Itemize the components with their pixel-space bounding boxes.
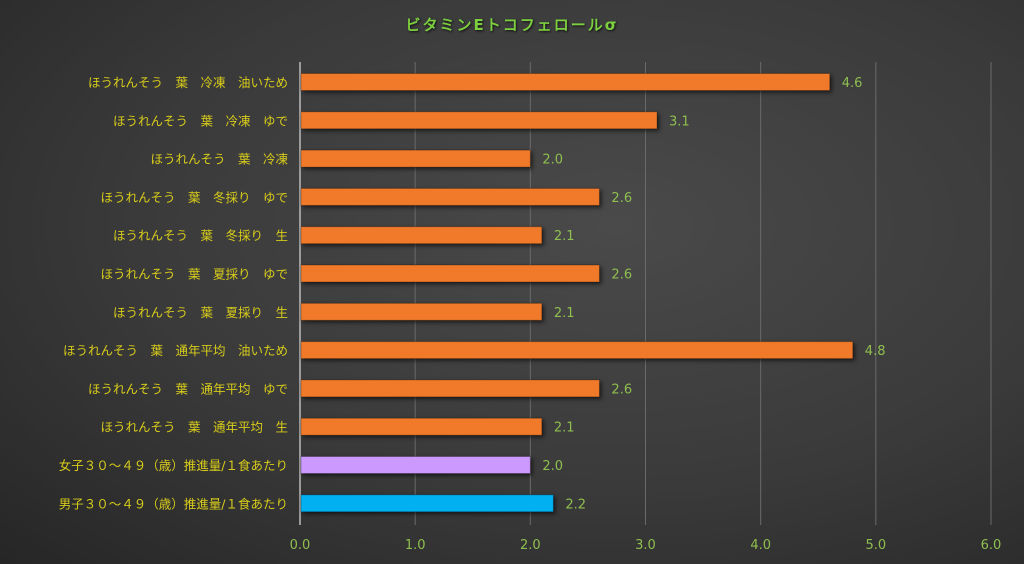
data-label: 2.1 bbox=[554, 306, 575, 321]
x-tick-label: 3.0 bbox=[635, 538, 656, 553]
category-label: ほうれんそう 葉 冷凍 油いため bbox=[88, 75, 288, 90]
category-label: ほうれんそう 葉 冬採り ゆで bbox=[100, 190, 288, 205]
x-tick-label: 6.0 bbox=[981, 538, 1002, 553]
data-label: 2.2 bbox=[565, 497, 586, 512]
category-label: ほうれんそう 葉 通年平均 ゆで bbox=[88, 381, 288, 396]
data-label: 4.8 bbox=[865, 344, 886, 359]
bar bbox=[300, 111, 658, 130]
data-label: 3.1 bbox=[669, 114, 690, 129]
data-label: 2.1 bbox=[554, 421, 575, 436]
data-label: 2.6 bbox=[611, 382, 632, 397]
x-tick-label: 2.0 bbox=[520, 538, 541, 553]
bar bbox=[300, 494, 554, 513]
bar bbox=[300, 149, 531, 168]
category-label: ほうれんそう 葉 冷凍 ゆで bbox=[113, 113, 288, 128]
x-tick-label: 0.0 bbox=[290, 538, 311, 553]
data-label: 2.1 bbox=[554, 229, 575, 244]
bar bbox=[300, 73, 831, 91]
data-label: 2.0 bbox=[542, 459, 563, 474]
bar bbox=[300, 302, 543, 321]
bar bbox=[300, 187, 600, 206]
category-label: ほうれんそう 葉 夏採り 生 bbox=[113, 305, 288, 320]
category-label: ほうれんそう 葉 冬採り 生 bbox=[113, 228, 288, 243]
bar bbox=[300, 417, 543, 436]
bar bbox=[300, 264, 600, 283]
bar bbox=[300, 226, 543, 245]
bar bbox=[300, 341, 854, 360]
bar bbox=[300, 456, 531, 474]
data-label: 2.6 bbox=[611, 191, 632, 206]
data-label: 2.6 bbox=[611, 268, 632, 283]
data-label: 2.0 bbox=[542, 153, 563, 168]
x-tick-label: 4.0 bbox=[750, 538, 771, 553]
category-label: ほうれんそう 葉 通年平均 生 bbox=[100, 420, 288, 435]
bar bbox=[300, 379, 600, 398]
category-label: ほうれんそう 葉 冷凍 bbox=[150, 152, 288, 167]
x-tick-label: 5.0 bbox=[865, 538, 886, 553]
category-label: 男子３０～４９（歳）推進量/１食あたり bbox=[59, 496, 288, 511]
category-label: ほうれんそう 葉 通年平均 油いため bbox=[63, 343, 288, 358]
chart-title: ビタミンEトコフェロールσ bbox=[405, 16, 619, 34]
data-label: 4.6 bbox=[842, 76, 863, 91]
category-label: ほうれんそう 葉 夏採り ゆで bbox=[100, 267, 288, 282]
x-tick-label: 1.0 bbox=[405, 538, 426, 553]
category-label: 女子３０～４９（歳）推進量/１食あたり bbox=[59, 458, 288, 473]
